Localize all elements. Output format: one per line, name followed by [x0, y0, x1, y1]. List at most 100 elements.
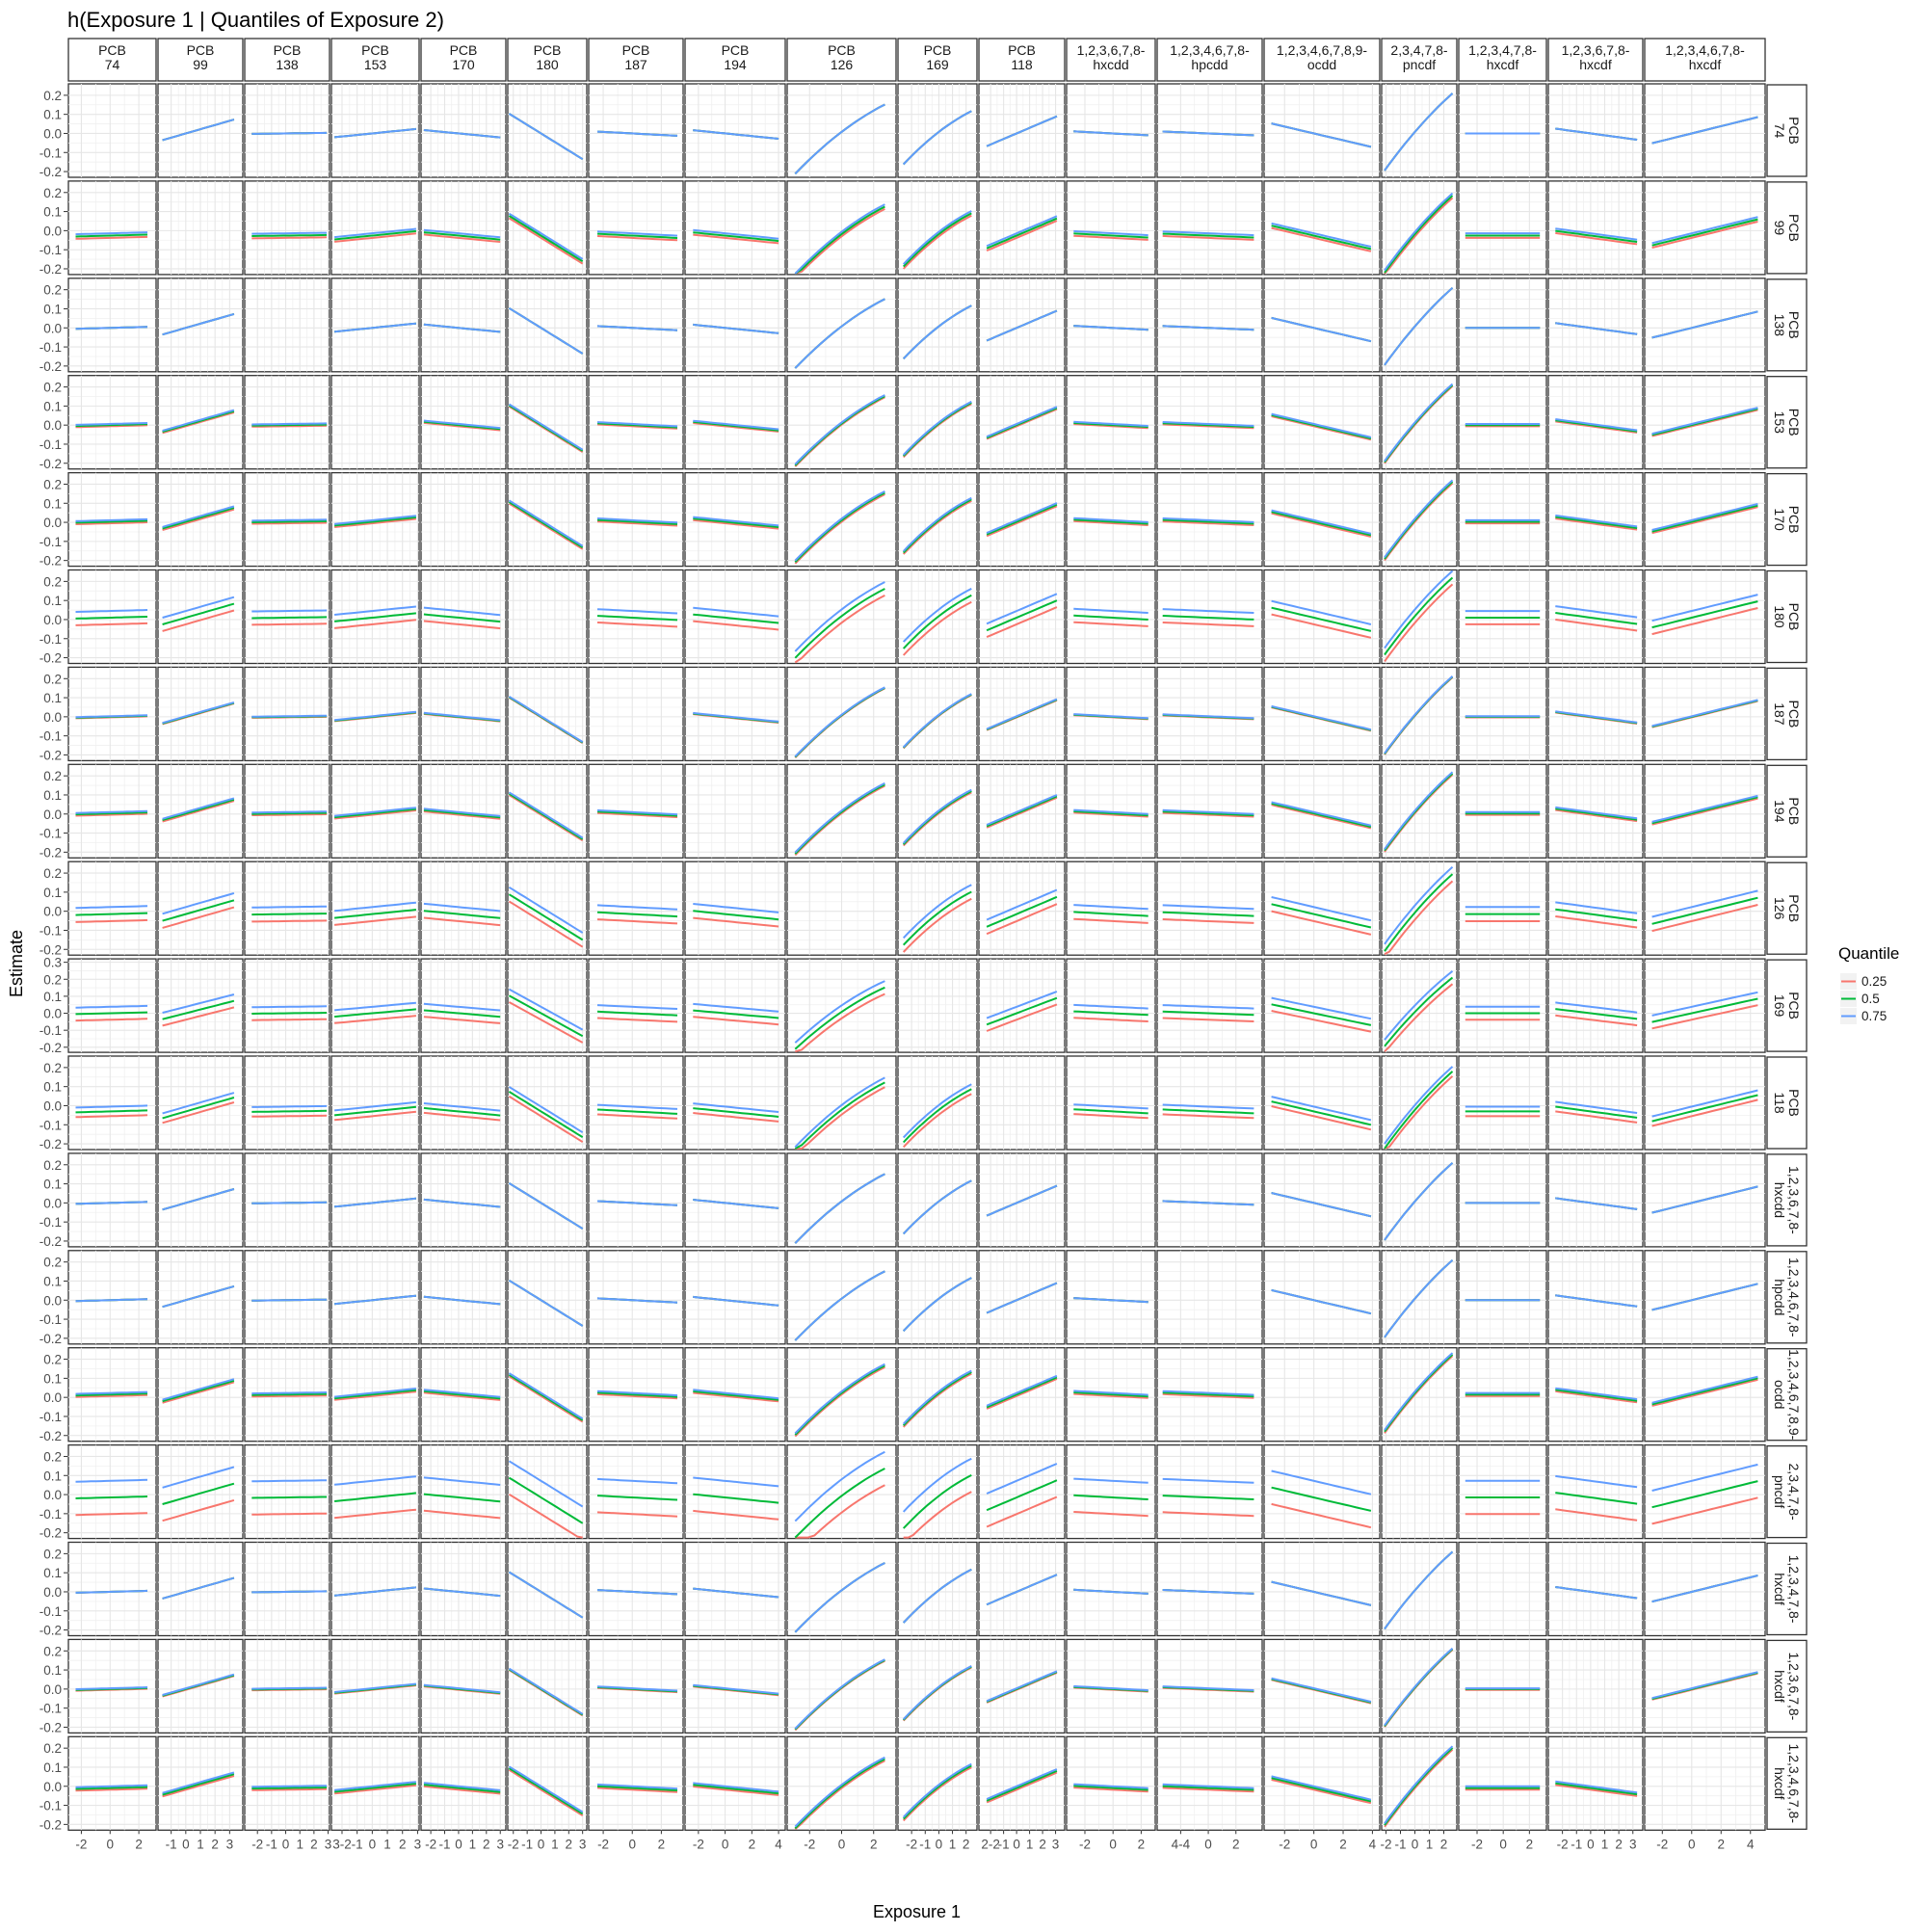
facet-panel	[1157, 570, 1262, 664]
facet-panel	[1548, 861, 1643, 955]
row-strip-label: 187	[1772, 702, 1787, 726]
facet-panel	[245, 376, 330, 469]
y-tick-label: 0.2	[43, 972, 62, 987]
y-tick-label: -0.1	[40, 923, 62, 938]
y-tick-label: -0.2	[40, 651, 62, 666]
y-tick-label: 0.0	[43, 613, 62, 627]
facet-panel	[508, 861, 587, 955]
facet-panel	[898, 181, 977, 275]
facet-panel	[331, 473, 419, 567]
facet-panel	[245, 667, 330, 760]
y-tick-label: 0.1	[43, 691, 62, 705]
row-strip-label: hxcdf	[1772, 1767, 1787, 1800]
facet-panel	[331, 667, 419, 760]
panel-background	[1067, 1056, 1155, 1150]
y-tick-label: 0.2	[43, 186, 62, 200]
panel-background	[979, 570, 1065, 664]
panel-background	[685, 570, 785, 664]
facet-panel	[1548, 959, 1643, 1052]
facet-panel	[787, 473, 896, 567]
facet-panel	[979, 278, 1065, 372]
facet-panel	[685, 1056, 785, 1150]
series-line	[251, 811, 327, 812]
row-strip-label: 1,2,3,4,7,8-	[1786, 1555, 1802, 1624]
facet-panel	[508, 181, 587, 275]
panel-background	[898, 278, 977, 372]
facet-panel	[1459, 473, 1546, 567]
facet-panel	[685, 84, 785, 177]
column-strip-label: 1,2,3,4,6,7,8-	[1665, 42, 1745, 58]
facet-panel	[589, 84, 683, 177]
facet-panel	[787, 764, 896, 858]
facet-panel	[1645, 764, 1765, 858]
column-strip-label: 194	[724, 57, 747, 72]
row-strip-label: 1,2,3,4,6,7,8,9-	[1786, 1349, 1802, 1441]
panel-background	[1067, 181, 1155, 275]
facet-panel	[979, 1056, 1065, 1150]
facet-panel	[1459, 764, 1546, 858]
series-line	[251, 1116, 327, 1117]
row-strip-label: 138	[1772, 314, 1787, 337]
facet-panel	[589, 1153, 683, 1247]
panel-background	[331, 181, 419, 275]
facet-panel	[787, 376, 896, 469]
row-strip-label: PCB	[1786, 409, 1802, 437]
facet-panel	[898, 278, 977, 372]
panel-background	[685, 959, 785, 1052]
series-line	[251, 237, 327, 238]
y-tick-label: -0.2	[40, 748, 62, 762]
y-tick-label: 0.1	[43, 990, 62, 1004]
panel-background	[1157, 1056, 1262, 1150]
facet-panel	[1264, 376, 1380, 469]
panel-background	[1264, 1153, 1380, 1247]
facet-panel	[421, 570, 506, 664]
facet-panel	[508, 376, 587, 469]
column-strip-label: PCB	[187, 42, 215, 58]
y-tick-label: -0.1	[40, 632, 62, 647]
panel-background	[1459, 1056, 1546, 1150]
facet-panel	[245, 764, 330, 858]
panel-background	[979, 1056, 1065, 1150]
facet-panel	[787, 278, 896, 372]
facet-panel	[245, 84, 330, 177]
facet-panel	[1645, 667, 1765, 760]
y-tick-label: -0.1	[40, 243, 62, 257]
panel-background	[1459, 181, 1546, 275]
facet-panel	[979, 959, 1065, 1052]
facet-panel	[68, 764, 156, 858]
facet-panel	[1382, 376, 1457, 469]
y-tick-label: 0.2	[43, 283, 62, 298]
panel-background	[979, 861, 1065, 955]
facet-panel	[898, 959, 977, 1052]
facet-panel	[1382, 667, 1457, 760]
y-tick-label: 0.0	[43, 905, 62, 919]
row-strip-label: PCB	[1786, 797, 1802, 825]
row-strip-label: PCB	[1786, 992, 1802, 1019]
facet-panel	[421, 278, 506, 372]
row-strip-label: 180	[1772, 605, 1787, 628]
y-tick-label: 0.0	[43, 1007, 62, 1021]
facet-panel	[787, 181, 896, 275]
facet-panel	[245, 1056, 330, 1150]
facet-panel	[1459, 1056, 1546, 1150]
panel-background	[508, 181, 587, 275]
y-tick-label: 0.1	[43, 594, 62, 608]
facet-panel	[898, 764, 977, 858]
facet-panel	[1548, 1153, 1643, 1247]
facet-panel	[1548, 570, 1643, 664]
row-strip-label: 170	[1772, 508, 1787, 531]
y-tick-label: 0.1	[43, 399, 62, 413]
row-strip-label: hpcdd	[1772, 1279, 1787, 1315]
facet-panel	[158, 278, 243, 372]
facet-panel	[1645, 181, 1765, 275]
panel-background	[1459, 376, 1546, 469]
row-strip-label: 2,3,4,7,8-	[1786, 1464, 1802, 1521]
facet-panel	[1264, 1056, 1380, 1150]
y-tick-label: 0.2	[43, 769, 62, 783]
y-tick-label: -0.2	[40, 262, 62, 277]
facet-panel	[685, 376, 785, 469]
column-strip-label: 180	[536, 57, 559, 72]
